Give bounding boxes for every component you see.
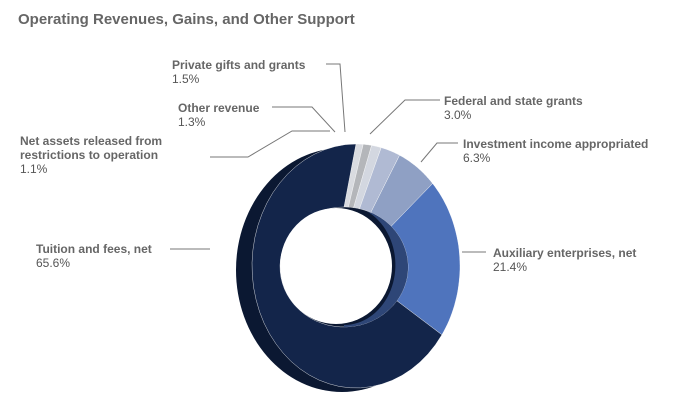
leader-line-4 bbox=[369, 99, 440, 135]
label-value: 21.4% bbox=[493, 260, 528, 274]
label-private-gifts: Private gifts and grants 1.5% bbox=[172, 58, 305, 86]
label-net-assets: Net assets released from restrictions to… bbox=[20, 134, 220, 176]
donut-hole bbox=[280, 208, 392, 324]
label-name: Auxiliary enterprises, net bbox=[493, 246, 637, 260]
label-value: 1.3% bbox=[178, 115, 206, 129]
label-other-revenue: Other revenue 1.3% bbox=[178, 101, 259, 129]
hole-inner-wall bbox=[344, 211, 408, 327]
label-name: Private gifts and grants bbox=[172, 58, 306, 72]
label-federal: Federal and state grants 3.0% bbox=[444, 94, 583, 122]
label-value: 1.5% bbox=[172, 72, 200, 86]
label-tuition: Tuition and fees, net 65.6% bbox=[36, 242, 152, 270]
label-investment: Investment income appropriated 6.3% bbox=[463, 137, 648, 165]
label-name: Federal and state grants bbox=[444, 94, 583, 108]
label-value: 1.1% bbox=[20, 162, 48, 176]
chart-title: Operating Revenues, Gains, and Other Sup… bbox=[18, 11, 355, 28]
leader-line-5 bbox=[420, 142, 458, 163]
label-name: Net assets released from restrictions to… bbox=[20, 134, 163, 162]
leader-line-1 bbox=[210, 130, 330, 158]
label-value: 65.6% bbox=[36, 256, 71, 270]
label-name: Tuition and fees, net bbox=[36, 242, 152, 256]
slice-7 bbox=[251, 143, 443, 389]
label-name: Investment income appropriated bbox=[463, 137, 649, 151]
label-value: 3.0% bbox=[444, 108, 472, 122]
leader-line-2 bbox=[272, 106, 336, 133]
leader-line-3 bbox=[326, 63, 346, 133]
label-name: Other revenue bbox=[178, 101, 260, 115]
label-auxiliary: Auxiliary enterprises, net 21.4% bbox=[493, 246, 636, 274]
label-value: 6.3% bbox=[463, 151, 491, 165]
